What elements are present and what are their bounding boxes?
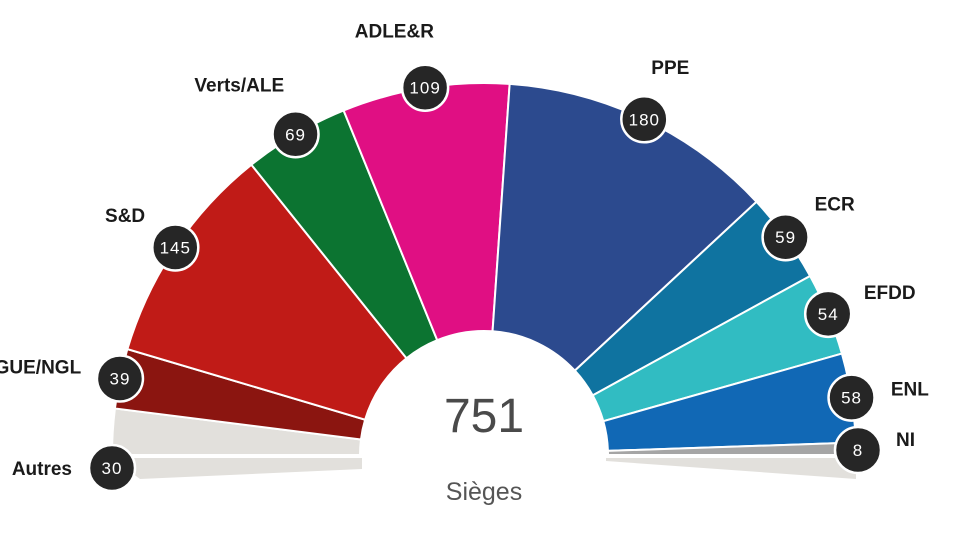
value-label-ppe: 180 xyxy=(629,110,660,129)
value-bubble-sandd xyxy=(151,223,200,272)
value-label-autres: 30 xyxy=(102,459,123,478)
value-bubble-verts-ale xyxy=(271,110,320,159)
value-bubble-efdd xyxy=(803,289,853,339)
value-label-sandd: 145 xyxy=(160,238,191,257)
segment-sandd xyxy=(126,163,408,421)
left-floor-shadow xyxy=(112,458,362,479)
value-bubble-ppe xyxy=(620,95,669,144)
party-label-sandd: S&D xyxy=(105,206,145,227)
party-label-ppe: PPE xyxy=(651,58,689,79)
party-label-autres: Autres xyxy=(12,459,72,480)
label-layer: 30 Autres 39 GUE/NGL 145 S&D 69 Verts/ALE 109 ADL… xyxy=(0,21,929,493)
party-label-gue-ngl: GUE/NGL xyxy=(0,358,82,379)
segment-layer xyxy=(110,82,858,456)
value-label-efdd: 54 xyxy=(818,305,839,324)
total-seats-label: Sièges xyxy=(446,478,522,506)
value-label-enl: 58 xyxy=(841,389,862,408)
value-label-ecr: 59 xyxy=(775,228,796,247)
value-label-adleandr: 109 xyxy=(409,79,440,98)
right-floor-shadow xyxy=(606,458,856,479)
party-label-ni: NI xyxy=(896,430,915,451)
party-label-enl: ENL xyxy=(891,380,929,401)
total-seats-value: 751 xyxy=(444,390,524,443)
party-label-efdd: EFDD xyxy=(864,283,916,304)
value-bubble-autres xyxy=(87,443,137,493)
segment-ppe xyxy=(491,82,758,372)
value-label-ni: 8 xyxy=(853,441,863,460)
value-bubble-ni xyxy=(833,425,883,475)
value-bubble-enl xyxy=(827,373,876,422)
party-label-ecr: ECR xyxy=(815,194,855,215)
party-label-adleandr: ADLE&R xyxy=(355,21,434,42)
value-bubble-adleandr xyxy=(400,63,450,112)
value-label-gue-ngl: 39 xyxy=(109,370,130,389)
party-label-verts-ale: Verts/ALE xyxy=(194,75,284,96)
value-bubble-ecr xyxy=(761,212,810,262)
value-label-verts-ale: 69 xyxy=(285,125,306,144)
floor-shadow-layer xyxy=(112,458,856,479)
value-bubble-gue-ngl xyxy=(95,354,145,403)
